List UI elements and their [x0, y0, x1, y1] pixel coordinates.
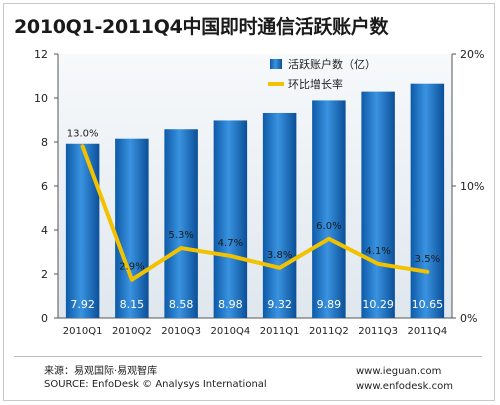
line-value-label: 2.9% [119, 262, 144, 273]
line-value-label: 6.0% [316, 221, 341, 232]
line-value-label: 5.3% [168, 230, 193, 241]
bar-value-label: 8.15 [120, 298, 145, 311]
y-left-tick-label: 4 [41, 224, 48, 237]
y-left-tick-label: 0 [41, 312, 48, 325]
y-left-tick-label: 6 [41, 180, 48, 193]
x-tick-label: 2011Q4 [408, 326, 448, 337]
legend-label-line: 环比增长率 [288, 77, 343, 91]
x-tick-label: 2011Q3 [358, 326, 398, 337]
source-en: SOURCE: EnfoDesk © Analysys Internationa… [44, 379, 267, 390]
line-value-label: 4.7% [218, 238, 243, 249]
legend-swatch-bar [270, 59, 282, 69]
bar [65, 143, 100, 318]
y-left-tick-label: 2 [41, 268, 48, 281]
line-value-label: 3.5% [415, 254, 440, 265]
bar [213, 120, 248, 318]
chart-title: 2010Q1-2011Q4中国即时通信活跃账户数 [14, 16, 389, 38]
bar-value-label: 10.65 [412, 298, 444, 311]
bar [164, 129, 198, 318]
bar-value-label: 8.98 [218, 298, 243, 311]
line-value-label: 3.8% [267, 250, 292, 261]
x-tick-label: 2010Q1 [63, 326, 103, 337]
x-tick-label: 2010Q3 [161, 326, 201, 337]
growth-line [80, 144, 430, 282]
y-left-tick-label: 8 [41, 136, 48, 149]
bar-value-label: 9.32 [267, 298, 292, 311]
x-tick-label: 2011Q2 [309, 326, 349, 337]
bar [410, 83, 445, 318]
bar-value-label: 8.58 [169, 298, 194, 311]
footer-divider [14, 356, 482, 357]
x-tick-label: 2011Q1 [260, 326, 300, 337]
legend-label-bar: 活跃账户数（亿） [288, 57, 376, 71]
bar-value-label: 9.89 [317, 298, 342, 311]
line-value-label: 13.0% [67, 128, 99, 139]
website-link-2[interactable]: www.enfodesk.com [356, 381, 453, 392]
y-right-tick-label: 0% [460, 312, 477, 325]
line-value-label: 4.1% [365, 246, 390, 257]
bar-value-label: 7.92 [70, 298, 95, 311]
y-left-tick-label: 10 [34, 92, 48, 105]
source-cn: 来源：易观国际·易观智库 [44, 366, 158, 377]
bar [361, 91, 395, 319]
bar [262, 112, 297, 319]
y-left-tick-label: 12 [34, 48, 48, 61]
website-link-1[interactable]: www.ieguan.com [356, 366, 442, 377]
bar [115, 138, 149, 318]
y-right-tick-label: 10% [460, 180, 484, 193]
bar-value-label: 10.29 [362, 298, 394, 311]
y-right-tick-label: 20% [460, 48, 484, 61]
bar [312, 100, 346, 318]
x-tick-label: 2010Q2 [112, 326, 152, 337]
x-tick-label: 2010Q4 [211, 326, 251, 337]
